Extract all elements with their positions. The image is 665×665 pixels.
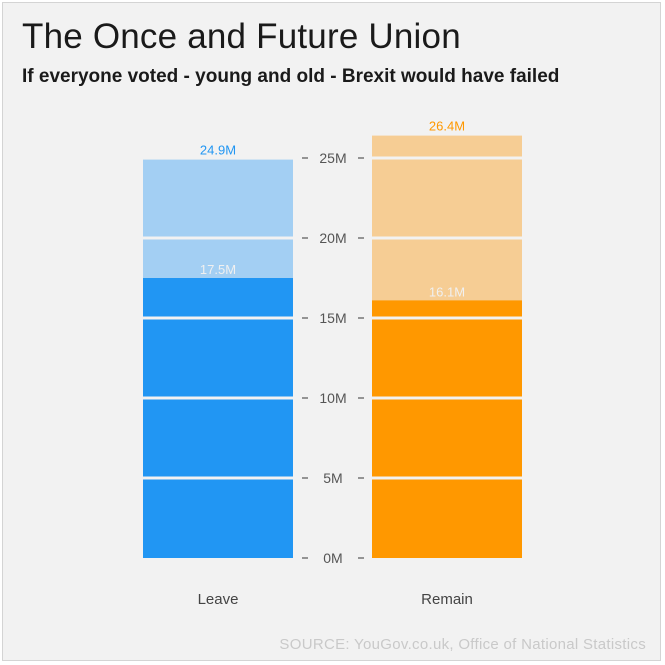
value-label-remain-potential: 26.4M	[429, 119, 465, 134]
bar-divider	[372, 396, 522, 400]
value-label-remain-actual: 16.1M	[429, 284, 465, 299]
value-label-leave-actual: 17.5M	[200, 262, 236, 277]
bar-divider	[143, 396, 293, 400]
bar-divider	[143, 476, 293, 480]
chart-title: The Once and Future Union	[22, 17, 461, 56]
bar-remain-actual	[372, 300, 522, 558]
bar-divider	[143, 236, 293, 240]
bar-divider	[372, 236, 522, 240]
bar-divider	[372, 476, 522, 480]
y-tick-label: 5M	[323, 470, 342, 486]
value-label-leave-potential: 24.9M	[200, 143, 236, 158]
y-tick-label: 20M	[319, 230, 346, 246]
y-tick-label: 25M	[319, 150, 346, 166]
bar-leave-actual	[143, 278, 293, 558]
category-label-remain: Remain	[421, 591, 473, 608]
bar-divider	[143, 316, 293, 320]
y-tick-label: 10M	[319, 390, 346, 406]
source-note: SOURCE: YouGov.co.uk, Office of National…	[279, 636, 646, 653]
bar-divider	[372, 316, 522, 320]
bar-divider	[372, 156, 522, 160]
chart-subtitle: If everyone voted - young and old - Brex…	[22, 66, 560, 87]
category-label-leave: Leave	[198, 591, 239, 608]
y-tick-label: 15M	[319, 310, 346, 326]
y-tick-label: 0M	[323, 550, 342, 566]
